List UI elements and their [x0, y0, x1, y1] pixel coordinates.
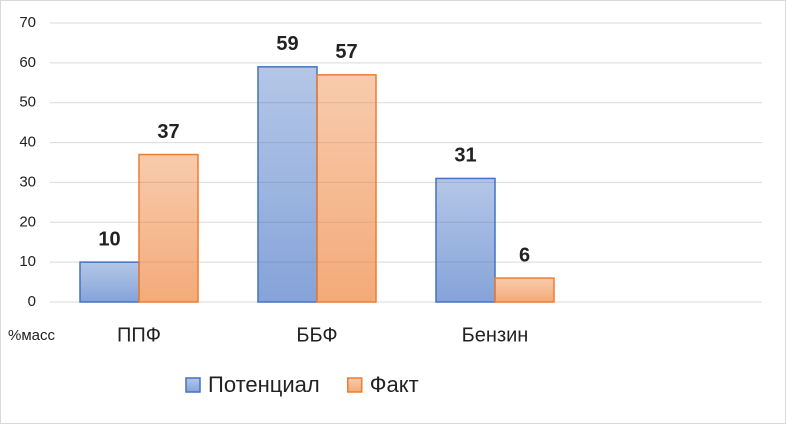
legend-swatch [347, 377, 363, 393]
bar [316, 74, 377, 303]
y-tick-label: 50 [19, 94, 36, 111]
data-label: 57 [335, 41, 357, 63]
y-tick-label: 0 [28, 293, 36, 310]
x-tick-label: ББФ [296, 324, 337, 346]
data-label: 59 [276, 33, 298, 55]
data-label: 31 [454, 145, 476, 167]
y-tick-label: 30 [19, 173, 36, 190]
x-tick-label: Бензин [462, 324, 529, 346]
bar [494, 277, 555, 303]
legend-label: Потенциал [208, 372, 320, 397]
bar [79, 261, 140, 303]
data-label: 37 [157, 121, 179, 143]
y-tick-label: 20 [19, 213, 36, 230]
bar [435, 177, 496, 303]
data-label: 6 [519, 244, 530, 266]
y-tick-label: 60 [19, 54, 36, 71]
legend-label: Факт [370, 372, 419, 397]
legend-swatch [185, 377, 201, 393]
y-tick-label: 10 [19, 253, 36, 270]
y-axis-label: %масс [8, 327, 55, 344]
bar [138, 153, 199, 303]
y-tick-label: 70 [19, 14, 36, 31]
x-tick-label: ППФ [117, 324, 161, 346]
bar [257, 66, 318, 303]
y-tick-label: 40 [19, 134, 36, 151]
data-label: 10 [98, 228, 120, 250]
